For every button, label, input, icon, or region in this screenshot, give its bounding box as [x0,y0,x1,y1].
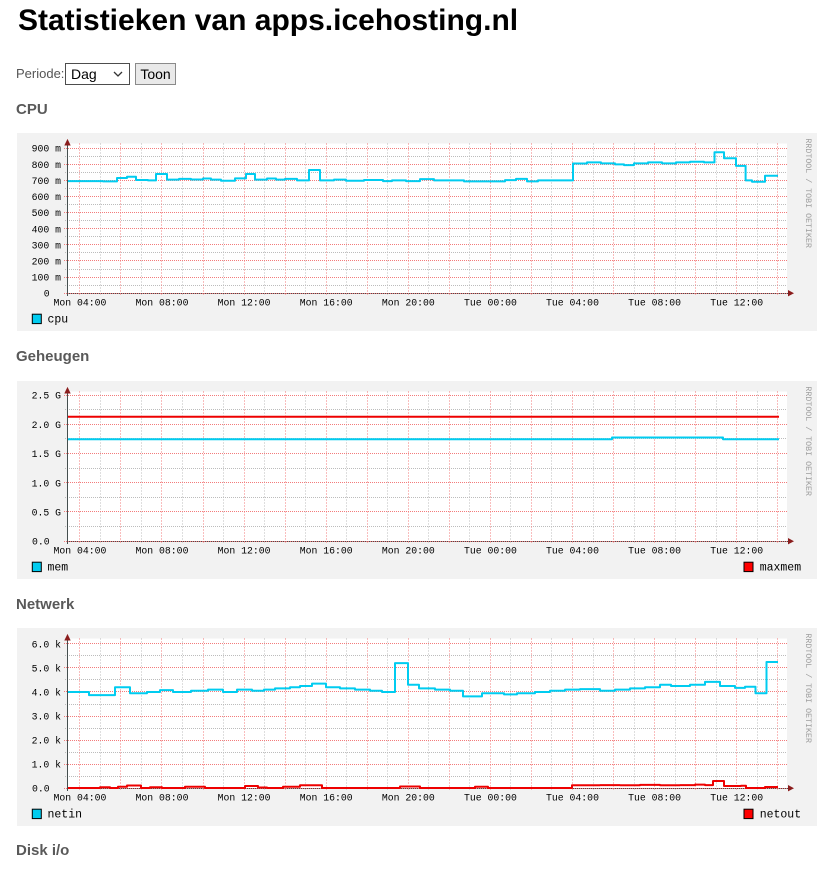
svg-text:Mon 04:00: Mon 04:00 [53,298,106,309]
svg-text:900 m: 900 m [32,144,62,155]
svg-text:3.0 k: 3.0 k [32,712,62,723]
svg-text:600 m: 600 m [32,192,62,203]
svg-text:0: 0 [44,289,50,300]
svg-text:0.0: 0.0 [32,537,50,548]
svg-text:2.0 G: 2.0 G [32,420,62,431]
svg-text:5.0 k: 5.0 k [32,663,62,674]
svg-text:Tue 04:00: Tue 04:00 [546,298,599,309]
svg-text:Mon 12:00: Mon 12:00 [218,298,271,309]
svg-text:200 m: 200 m [32,256,62,267]
svg-text:Tue 00:00: Tue 00:00 [464,793,517,804]
svg-text:1.0 G: 1.0 G [32,478,62,489]
svg-text:netout: netout [760,809,801,822]
svg-text:Mon 12:00: Mon 12:00 [218,793,271,804]
svg-text:0.5 G: 0.5 G [32,508,62,519]
svg-text:Mon 20:00: Mon 20:00 [382,546,435,557]
svg-text:Mon 16:00: Mon 16:00 [300,546,353,557]
svg-text:Tue 04:00: Tue 04:00 [546,546,599,557]
svg-text:Mon 08:00: Mon 08:00 [136,546,189,557]
svg-text:Tue 00:00: Tue 00:00 [464,298,517,309]
svg-text:700 m: 700 m [32,176,62,187]
svg-text:Mon 04:00: Mon 04:00 [53,546,106,557]
svg-text:100 m: 100 m [32,273,62,284]
svg-text:Tue 12:00: Tue 12:00 [710,298,763,309]
svg-text:400 m: 400 m [32,224,62,235]
svg-text:Tue 12:00: Tue 12:00 [710,546,763,557]
svg-text:Tue 08:00: Tue 08:00 [628,298,681,309]
svg-text:Tue 04:00: Tue 04:00 [546,793,599,804]
svg-text:Mon 16:00: Mon 16:00 [300,793,353,804]
svg-text:1.0 k: 1.0 k [32,760,62,771]
svg-text:Mon 08:00: Mon 08:00 [136,298,189,309]
svg-text:Mon 20:00: Mon 20:00 [382,793,435,804]
svg-text:Mon 04:00: Mon 04:00 [53,793,106,804]
svg-text:cpu: cpu [48,314,69,327]
svg-text:RRDTOOL / TOBI OETIKER: RRDTOOL / TOBI OETIKER [803,138,813,248]
svg-text:Mon 20:00: Mon 20:00 [382,298,435,309]
svg-text:Mon 16:00: Mon 16:00 [300,298,353,309]
svg-text:2.0 k: 2.0 k [32,736,62,747]
svg-text:maxmem: maxmem [760,562,802,575]
svg-text:Mon 08:00: Mon 08:00 [136,793,189,804]
svg-text:1.5 G: 1.5 G [32,449,62,460]
svg-text:2.5 G: 2.5 G [32,391,62,402]
svg-text:500 m: 500 m [32,208,62,219]
svg-text:4.0 k: 4.0 k [32,688,62,699]
svg-text:Tue 00:00: Tue 00:00 [464,546,517,557]
svg-text:0.0: 0.0 [32,784,50,795]
svg-text:netin: netin [48,809,83,822]
svg-text:mem: mem [48,562,69,575]
svg-text:Tue 12:00: Tue 12:00 [710,793,763,804]
svg-text:RRDTOOL / TOBI OETIKER: RRDTOOL / TOBI OETIKER [803,633,813,743]
svg-text:6.0 k: 6.0 k [32,639,62,650]
svg-text:Tue 08:00: Tue 08:00 [628,793,681,804]
svg-text:300 m: 300 m [32,240,62,251]
svg-text:RRDTOOL / TOBI OETIKER: RRDTOOL / TOBI OETIKER [803,386,813,496]
svg-text:800 m: 800 m [32,160,62,171]
svg-text:Mon 12:00: Mon 12:00 [218,546,271,557]
svg-text:Tue 08:00: Tue 08:00 [628,546,681,557]
